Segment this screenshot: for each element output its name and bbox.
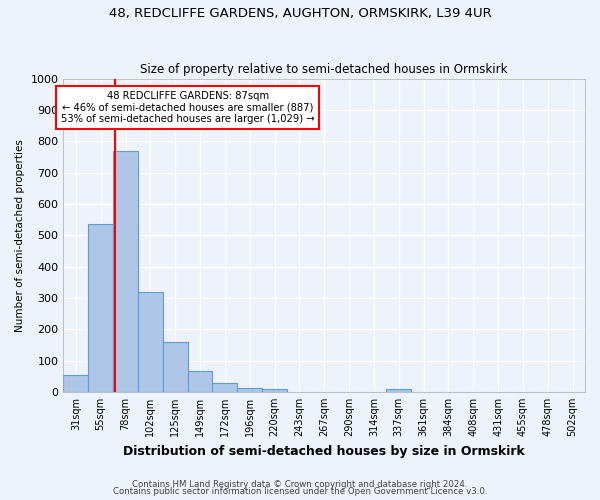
Bar bbox=[163, 342, 188, 392]
Text: Contains public sector information licensed under the Open Government Licence v3: Contains public sector information licen… bbox=[113, 487, 487, 496]
Text: 48, REDCLIFFE GARDENS, AUGHTON, ORMSKIRK, L39 4UR: 48, REDCLIFFE GARDENS, AUGHTON, ORMSKIRK… bbox=[109, 8, 491, 20]
Bar bbox=[88, 224, 113, 392]
Bar bbox=[188, 370, 212, 392]
Bar bbox=[138, 292, 163, 392]
Bar bbox=[113, 150, 138, 392]
Bar bbox=[212, 382, 237, 392]
Text: 48 REDCLIFFE GARDENS: 87sqm
← 46% of semi-detached houses are smaller (887)
53% : 48 REDCLIFFE GARDENS: 87sqm ← 46% of sem… bbox=[61, 91, 314, 124]
Title: Size of property relative to semi-detached houses in Ormskirk: Size of property relative to semi-detach… bbox=[140, 63, 508, 76]
Y-axis label: Number of semi-detached properties: Number of semi-detached properties bbox=[15, 139, 25, 332]
Bar bbox=[262, 389, 287, 392]
Bar bbox=[386, 389, 411, 392]
Bar bbox=[64, 374, 88, 392]
X-axis label: Distribution of semi-detached houses by size in Ormskirk: Distribution of semi-detached houses by … bbox=[124, 444, 525, 458]
Text: Contains HM Land Registry data © Crown copyright and database right 2024.: Contains HM Land Registry data © Crown c… bbox=[132, 480, 468, 489]
Bar bbox=[237, 388, 262, 392]
